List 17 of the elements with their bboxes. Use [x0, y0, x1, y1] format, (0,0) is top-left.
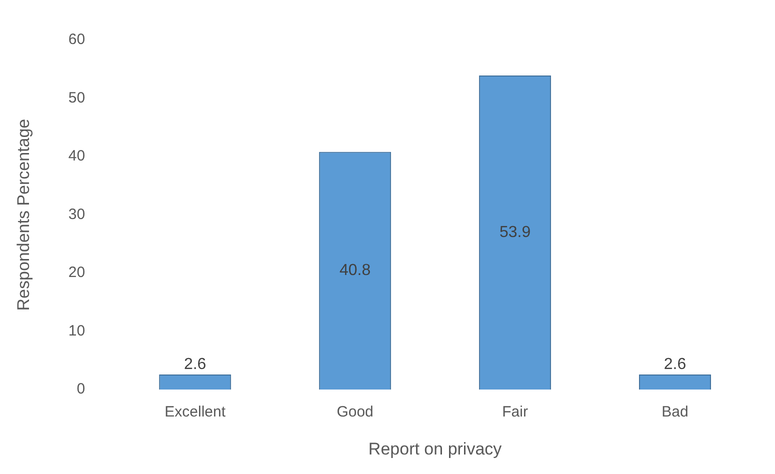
x-tick-label: Bad: [662, 404, 688, 421]
data-label: 40.8: [339, 262, 371, 280]
y-tick-label: 50: [68, 89, 86, 106]
y-tick-label: 30: [68, 206, 86, 223]
y-tick-label: 10: [68, 322, 86, 340]
y-tick-label: 40: [68, 148, 86, 165]
x-axis-title: Report on privacy: [368, 439, 502, 458]
data-label: 53.9: [499, 224, 531, 241]
data-label: 2.6: [184, 356, 206, 373]
x-tick-label: Excellent: [164, 404, 226, 421]
y-axis-title: Respondents Percentage: [14, 118, 33, 311]
x-tick-label: Fair: [502, 404, 528, 421]
y-tick-label: 60: [68, 31, 86, 48]
y-tick-label: 0: [76, 380, 86, 398]
y-tick-label: 20: [68, 264, 86, 282]
x-tick-label: Good: [336, 404, 374, 421]
data-label: 2.6: [664, 356, 686, 373]
